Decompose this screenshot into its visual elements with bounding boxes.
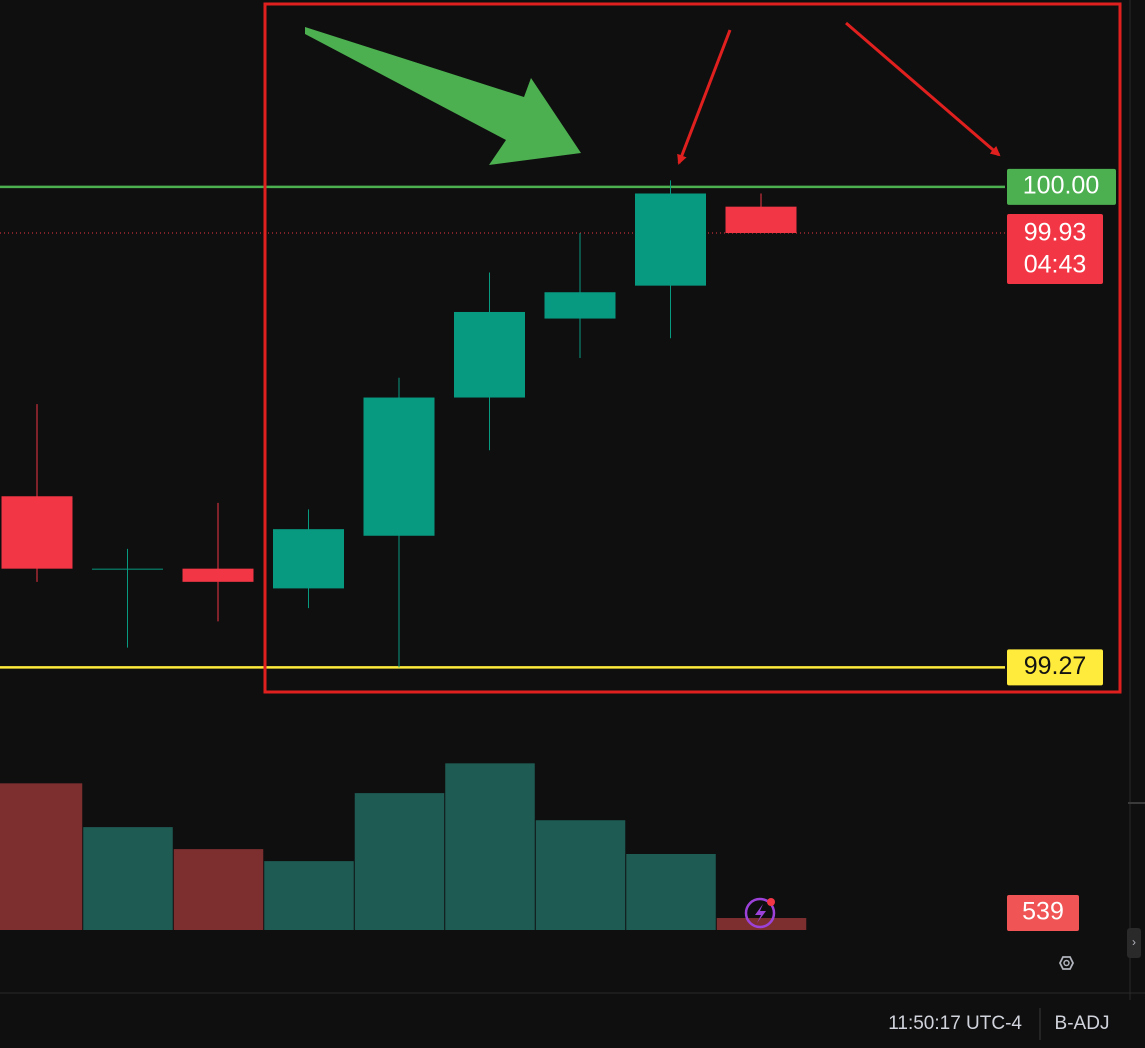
scroll-handle[interactable]	[1127, 928, 1141, 958]
red-arrow	[677, 29, 732, 165]
candle-body	[454, 311, 525, 398]
volume-bar	[716, 918, 807, 930]
volume-bar	[83, 827, 173, 930]
candle-body	[725, 206, 797, 233]
settings-icon[interactable]	[1058, 956, 1075, 970]
candle-body	[544, 292, 616, 319]
settings-icon-center	[1063, 959, 1070, 967]
highlight-box	[263, 2, 1122, 694]
axis-layer: 100.00 99.27 99.93 04:43 539	[1007, 168, 1116, 931]
price-line-tag	[1007, 649, 1103, 686]
alert-icon-bolt	[755, 904, 766, 923]
candle-layer	[1, 180, 797, 668]
price-lines	[0, 185, 1005, 669]
volume-bar	[626, 854, 716, 930]
volume-label: 539	[1022, 898, 1064, 926]
candle-body	[635, 193, 706, 286]
candle-body	[1, 496, 73, 569]
red-arrow	[845, 21, 1001, 157]
status-adjustment[interactable]: B-ADJ	[1055, 1013, 1110, 1034]
candle-body	[273, 529, 344, 589]
volume-bar	[535, 820, 626, 930]
price-line-tag	[1007, 168, 1116, 205]
volume-bar	[354, 793, 445, 930]
volume-bar	[173, 849, 264, 930]
current-price-tag	[1007, 213, 1103, 284]
countdown-label: 04:43	[1024, 251, 1087, 279]
candle-body	[363, 397, 435, 536]
volume-bar	[0, 783, 83, 930]
volume-bar	[264, 861, 354, 930]
volume-bar	[445, 763, 535, 930]
candle-body	[182, 568, 254, 582]
status-time: 11:50:17 UTC-4	[888, 1013, 1022, 1034]
volume-tag	[1007, 895, 1079, 931]
scroll-handle-glyph: ›	[1132, 935, 1136, 949]
green-arrow	[305, 27, 581, 165]
candle-body	[92, 568, 163, 570]
current-price-label: 99.93	[1024, 219, 1087, 247]
alert-dot	[767, 898, 775, 906]
price-line-label: 100.00	[1023, 172, 1099, 200]
alert-icon[interactable]	[744, 897, 776, 929]
volume-layer	[0, 763, 807, 930]
price-line-label: 99.27	[1024, 652, 1087, 680]
